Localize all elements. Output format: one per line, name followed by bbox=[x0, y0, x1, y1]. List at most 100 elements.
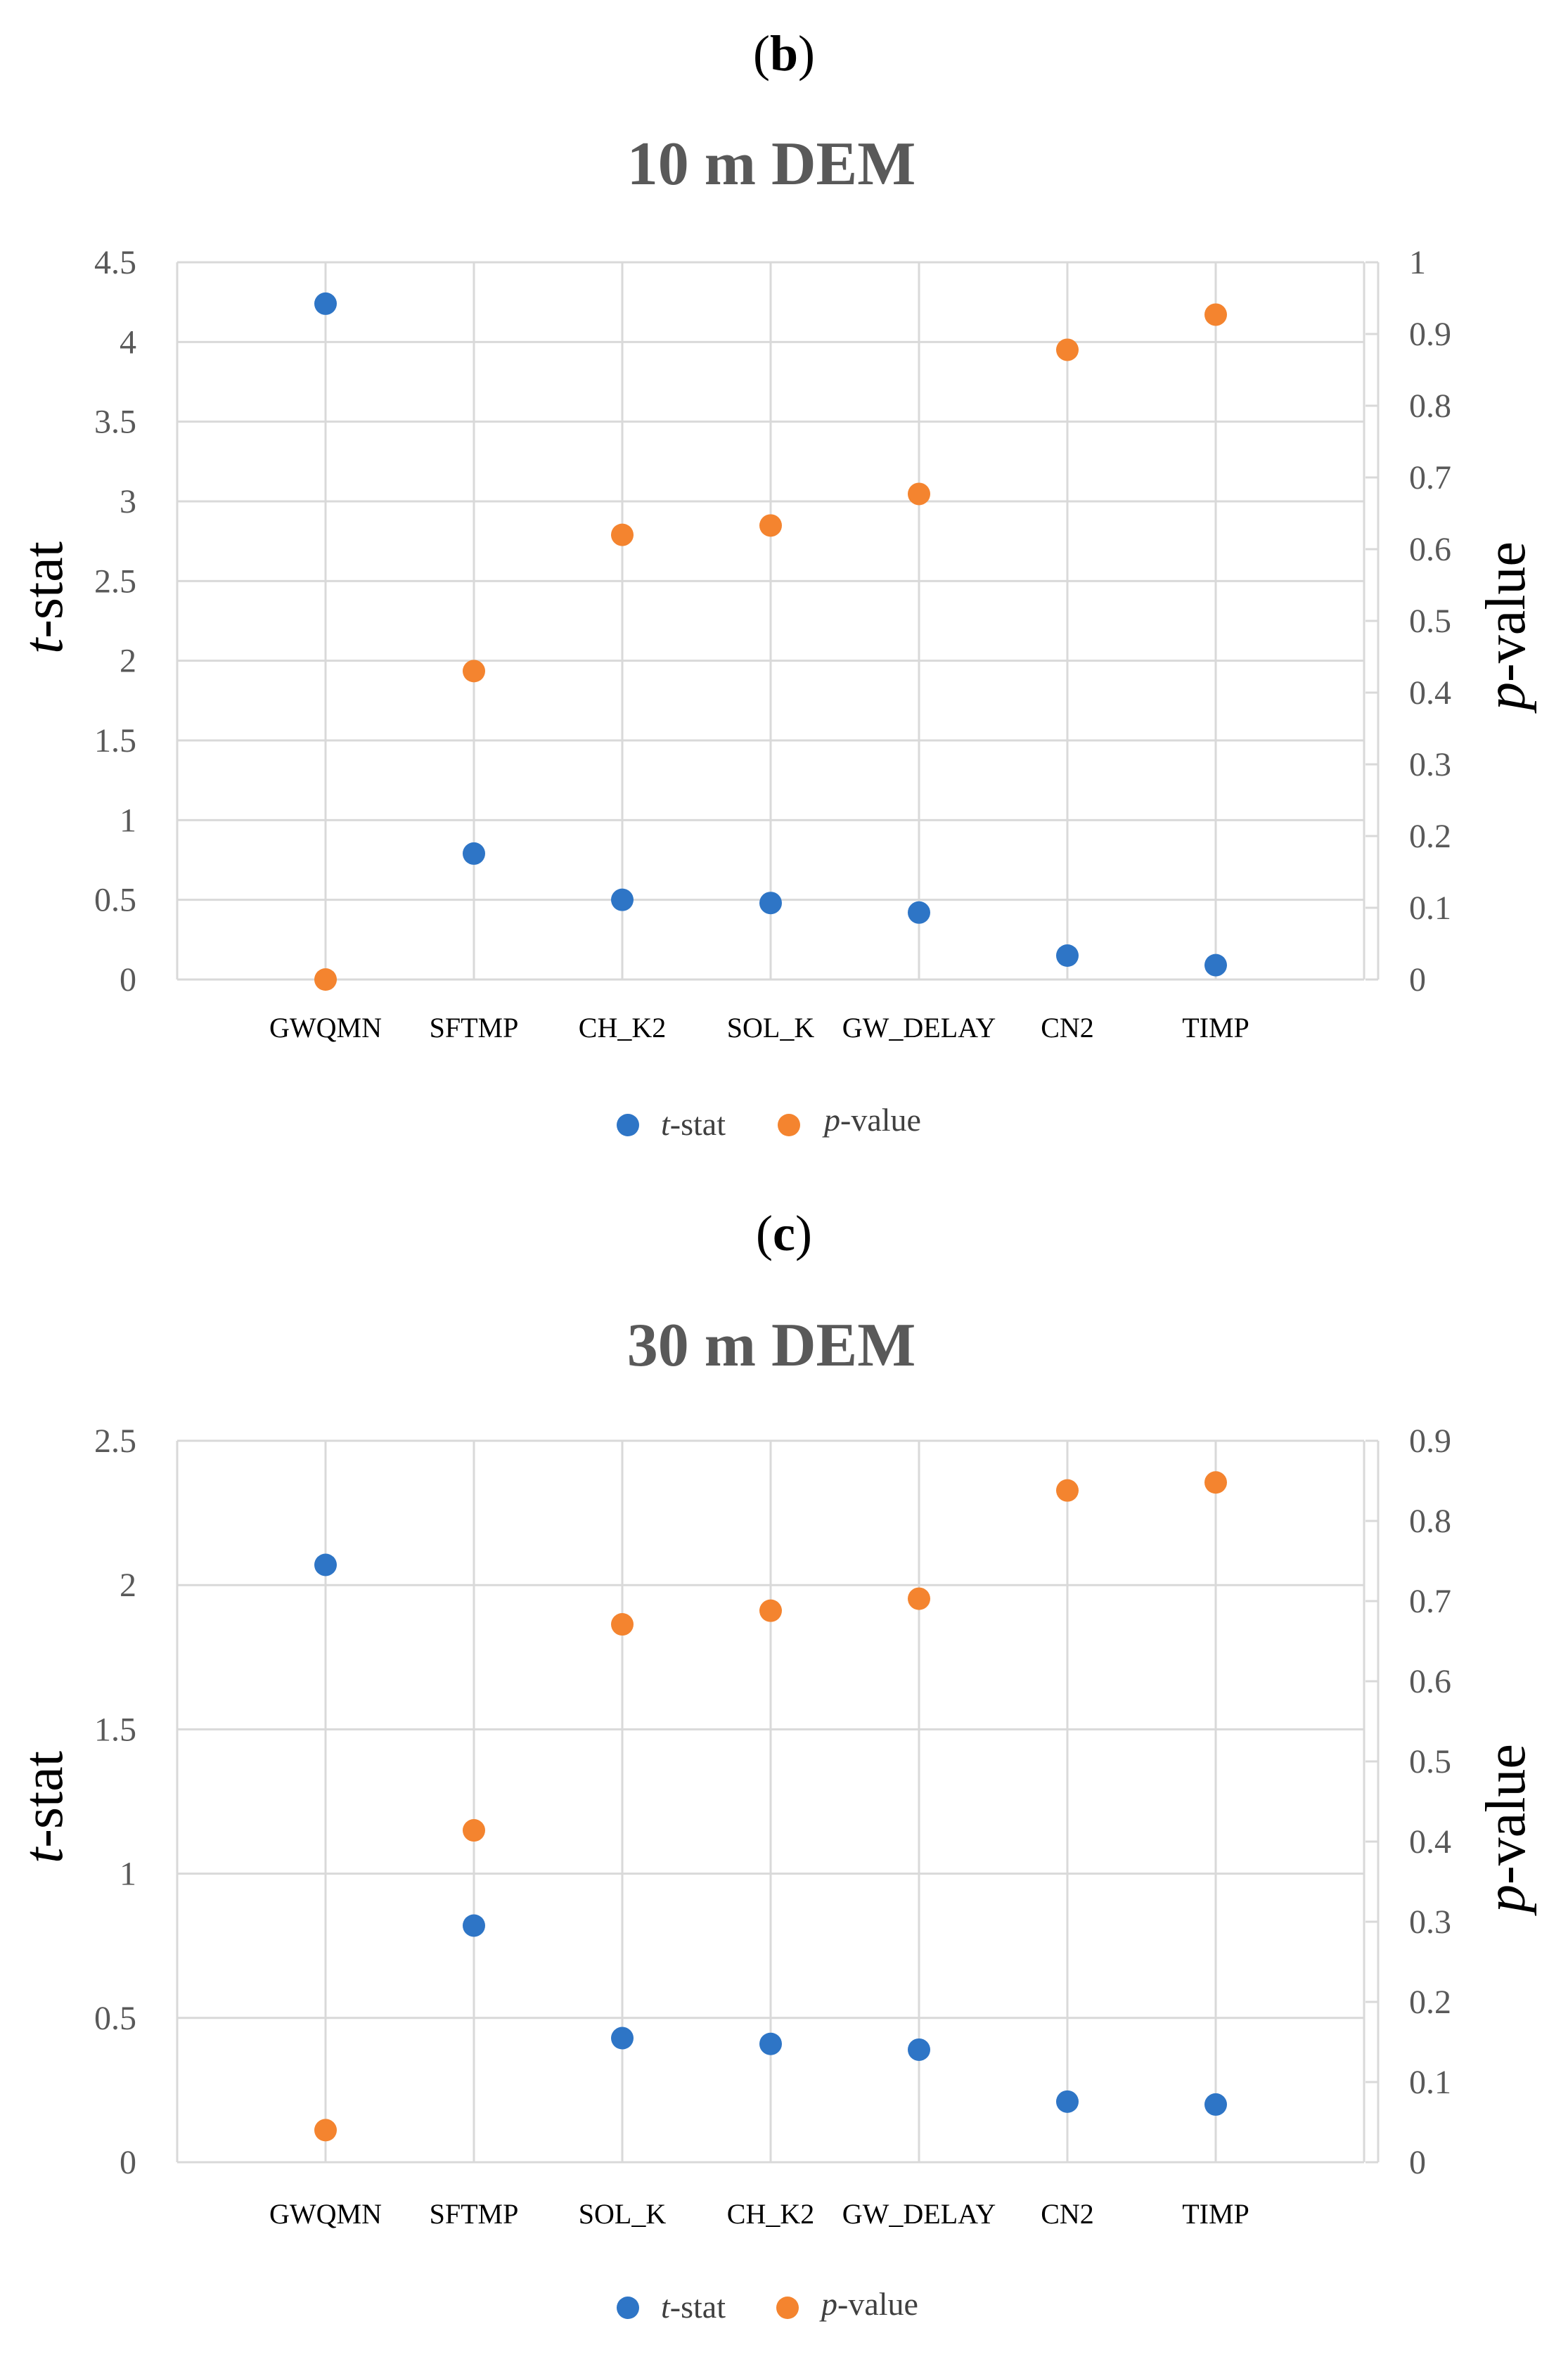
category-label: CH_K2 bbox=[727, 2198, 814, 2230]
y-tick-right: 0.4 bbox=[1409, 1823, 1451, 1861]
chart-30m-dem: 30 m DEM 0 0.5 1 1.5 2 2.5 0 0.1 0.2 0.3 0.4 0.5 0.… bbox=[13, 1311, 1537, 2325]
category-label: TIMP bbox=[1182, 2198, 1249, 2230]
y-tick-left: 1 bbox=[120, 1856, 136, 1893]
legend-label-p-value: p-value bbox=[819, 2286, 918, 2322]
y-tick-right: 0.8 bbox=[1409, 387, 1451, 425]
point-p-value bbox=[611, 1613, 634, 1636]
point-p-value bbox=[1204, 303, 1227, 326]
y-tick-left: 2 bbox=[120, 1567, 136, 1604]
legend-marker-p-value bbox=[776, 2297, 799, 2319]
y-tick-left: 2.5 bbox=[94, 563, 136, 600]
category-label: CN2 bbox=[1041, 1012, 1094, 1043]
category-label: SFTMP bbox=[430, 2198, 519, 2230]
y-tick-right: 0.9 bbox=[1409, 1422, 1451, 1460]
y-tick-left: 0 bbox=[120, 2144, 136, 2181]
y-tick-left: 3.5 bbox=[94, 404, 136, 441]
point-p-value bbox=[1056, 338, 1079, 361]
point-t-stat bbox=[314, 1553, 337, 1576]
category-label: SOL_K bbox=[727, 1012, 815, 1043]
y-tick-right: 0.7 bbox=[1409, 459, 1451, 496]
y-tick-right: 0.6 bbox=[1409, 531, 1451, 568]
y-tick-right: 0.2 bbox=[1409, 1984, 1451, 2021]
legend-label-t-stat: t-stat bbox=[661, 2289, 726, 2325]
y-tick-right: 0.1 bbox=[1409, 890, 1451, 927]
point-t-stat bbox=[611, 2027, 634, 2050]
y-tick-right: 0.2 bbox=[1409, 818, 1451, 855]
category-label: TIMP bbox=[1182, 1012, 1249, 1043]
point-p-value bbox=[463, 660, 485, 683]
point-p-value bbox=[759, 1599, 782, 1622]
legend: t-stat p-value bbox=[617, 1102, 921, 1142]
y-tick-right: 0.4 bbox=[1409, 674, 1451, 712]
y-tick-left: 1.5 bbox=[94, 722, 136, 759]
y-tick-right: 0.7 bbox=[1409, 1583, 1451, 1620]
point-t-stat bbox=[1204, 2093, 1227, 2116]
y-tick-left: 2 bbox=[120, 643, 136, 680]
panel-label-b: (b) bbox=[752, 25, 815, 82]
point-p-value bbox=[611, 523, 634, 546]
legend-marker-p-value bbox=[778, 1114, 800, 1136]
legend-marker-t-stat bbox=[617, 1114, 639, 1136]
y-tick-left: 0.5 bbox=[94, 2000, 136, 2037]
y-tick-right: 0.3 bbox=[1409, 746, 1451, 783]
y-tick-left: 4 bbox=[120, 323, 136, 361]
point-p-value bbox=[463, 1819, 485, 1842]
y-tick-right: 0.5 bbox=[1409, 1743, 1451, 1780]
point-t-stat bbox=[908, 901, 930, 924]
point-t-stat bbox=[759, 2032, 782, 2055]
category-label: CN2 bbox=[1041, 2198, 1094, 2230]
point-p-value bbox=[1056, 1479, 1079, 1502]
y-tick-left: 2.5 bbox=[94, 1422, 136, 1460]
category-label: GW_DELAY bbox=[842, 2198, 996, 2230]
y-tick-left: 3 bbox=[120, 483, 136, 520]
point-p-value bbox=[314, 2119, 337, 2142]
point-p-value bbox=[759, 514, 782, 537]
y-axis-left-title: t-stat bbox=[13, 1751, 75, 1863]
point-t-stat bbox=[463, 842, 485, 865]
y-tick-left: 0.5 bbox=[94, 882, 136, 919]
y-tick-right: 0.6 bbox=[1409, 1663, 1451, 1700]
y-tick-left: 1 bbox=[120, 802, 136, 839]
category-label: SFTMP bbox=[430, 1012, 519, 1043]
y-axis-left-title: t-stat bbox=[13, 541, 75, 654]
legend-label-p-value: p-value bbox=[822, 1102, 921, 1138]
y-axis-right-title: p-value bbox=[1475, 541, 1537, 714]
chart-title: 30 m DEM bbox=[627, 1311, 916, 1380]
y-tick-right: 0.3 bbox=[1409, 1903, 1451, 1941]
y-axis-right-title: p-value bbox=[1475, 1744, 1537, 1916]
panel-letter: c bbox=[773, 1205, 795, 1261]
category-label: GWQMN bbox=[269, 2198, 382, 2230]
category-label: SOL_K bbox=[579, 2198, 667, 2230]
y-tick-right: 0.1 bbox=[1409, 2064, 1451, 2101]
point-t-stat bbox=[1056, 2090, 1079, 2113]
panel-label-c: (c) bbox=[756, 1205, 812, 1261]
y-tick-right: 0 bbox=[1409, 2144, 1426, 2181]
category-label: CH_K2 bbox=[579, 1012, 666, 1043]
chart-10m-dem: 10 m DEM 0 0.5 1 1.5 2 2.5 3 3.5 4 4.5 0 0.1 0.2 0.3… bbox=[13, 130, 1537, 1142]
point-t-stat bbox=[611, 888, 634, 911]
legend-marker-t-stat bbox=[617, 2297, 639, 2319]
y-tick-left: 0 bbox=[120, 961, 136, 998]
y-tick-right: 0.8 bbox=[1409, 1503, 1451, 1540]
point-t-stat bbox=[463, 1914, 485, 1937]
y-tick-left: 1.5 bbox=[94, 1711, 136, 1748]
point-p-value bbox=[1204, 1471, 1227, 1494]
point-t-stat bbox=[759, 892, 782, 915]
legend: t-stat p-value bbox=[617, 2286, 918, 2325]
y-tick-right: 0.9 bbox=[1409, 316, 1451, 353]
legend-label-t-stat: t-stat bbox=[661, 1106, 726, 1142]
point-p-value bbox=[314, 968, 337, 991]
category-label: GW_DELAY bbox=[842, 1012, 996, 1043]
point-t-stat bbox=[1204, 953, 1227, 977]
point-t-stat bbox=[1056, 944, 1079, 967]
y-tick-right: 0 bbox=[1409, 961, 1426, 998]
point-p-value bbox=[908, 1587, 930, 1610]
point-t-stat bbox=[314, 292, 337, 315]
chart-title: 10 m DEM bbox=[627, 130, 916, 198]
point-t-stat bbox=[908, 2038, 930, 2061]
point-p-value bbox=[908, 482, 930, 506]
category-label: GWQMN bbox=[269, 1012, 382, 1043]
y-tick-right: 0.5 bbox=[1409, 603, 1451, 640]
y-tick-left: 4.5 bbox=[94, 244, 136, 281]
panel-letter: b bbox=[769, 25, 799, 82]
